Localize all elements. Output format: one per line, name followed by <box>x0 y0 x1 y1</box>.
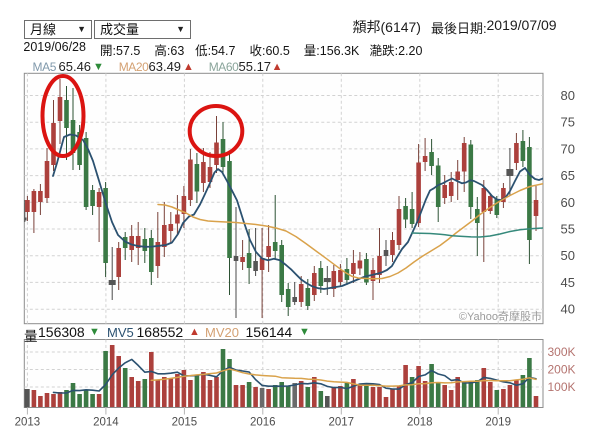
svg-text:40: 40 <box>561 302 575 317</box>
svg-text:©Yahoo奇摩股市: ©Yahoo奇摩股市 <box>459 309 542 323</box>
svg-text:2014: 2014 <box>93 417 119 429</box>
svg-text:2018: 2018 <box>407 417 433 429</box>
svg-text:100K: 100K <box>548 380 576 394</box>
svg-text:300K: 300K <box>548 345 576 359</box>
svg-text:2016: 2016 <box>250 417 276 429</box>
svg-text:2019: 2019 <box>485 417 511 429</box>
svg-text:45: 45 <box>561 275 575 290</box>
svg-text:50: 50 <box>561 248 575 263</box>
svg-text:2015: 2015 <box>172 417 198 429</box>
svg-text:2013: 2013 <box>15 417 41 429</box>
svg-text:200K: 200K <box>548 363 576 377</box>
svg-text:2017: 2017 <box>329 417 355 429</box>
svg-text:55: 55 <box>561 222 575 237</box>
svg-text:80: 80 <box>561 88 575 103</box>
svg-text:60: 60 <box>561 195 575 210</box>
svg-text:70: 70 <box>561 141 575 156</box>
svg-text:75: 75 <box>561 115 575 130</box>
svg-text:65: 65 <box>561 168 575 183</box>
